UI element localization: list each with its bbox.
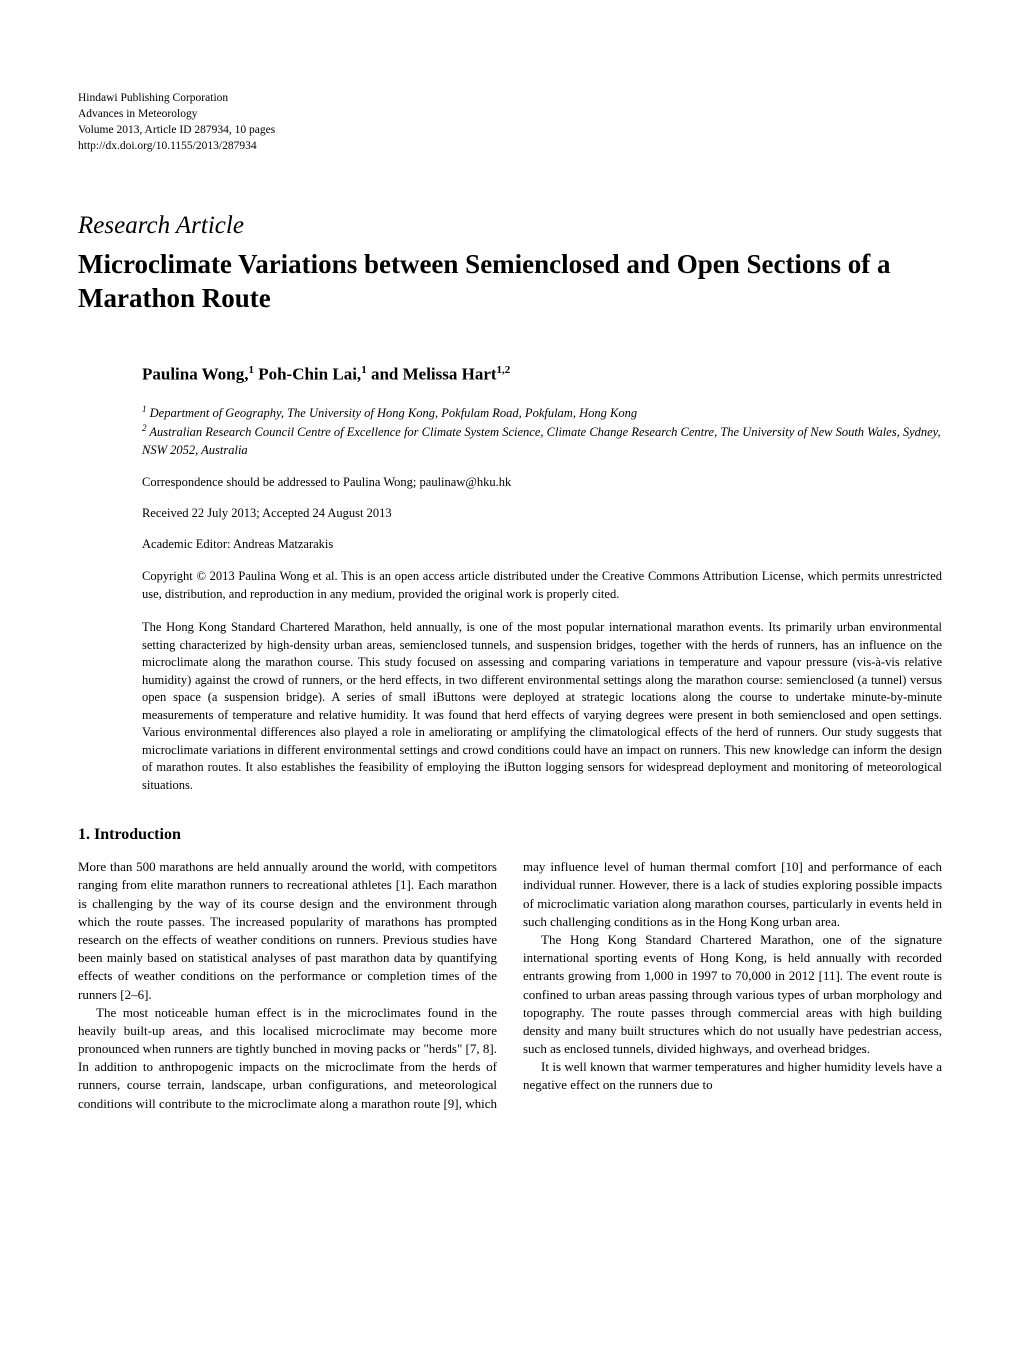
author-name: and Melissa Hart [367,365,497,384]
publisher-info: Hindawi Publishing Corporation Advances … [78,90,942,154]
article-type: Research Article [78,212,942,240]
author-name: Poh-Chin Lai, [254,365,361,384]
volume-info: Volume 2013, Article ID 287934, 10 pages [78,122,942,138]
doi-link[interactable]: http://dx.doi.org/10.1155/2013/287934 [78,138,942,154]
affiliation-text: Australian Research Council Centre of Ex… [142,425,941,457]
affiliations: 1 Department of Geography, The Universit… [78,403,942,460]
section-heading-introduction: 1. Introduction [78,826,942,844]
article-title: Microclimate Variations between Semiencl… [78,248,942,316]
journal-name: Advances in Meteorology [78,106,942,122]
paragraph: The Hong Kong Standard Chartered Maratho… [523,931,942,1058]
abstract: The Hong Kong Standard Chartered Maratho… [78,619,942,794]
paragraph: It is well known that warmer temperature… [523,1058,942,1094]
author-name: Paulina Wong, [142,365,248,384]
academic-editor: Academic Editor: Andreas Matzarakis [78,537,942,552]
copyright-notice: Copyright © 2013 Paulina Wong et al. Thi… [78,568,942,603]
authors: Paulina Wong,1 Poh-Chin Lai,1 and Meliss… [78,364,942,385]
body-text: More than 500 marathons are held annuall… [78,858,942,1113]
affiliation-line: 1 Department of Geography, The Universit… [142,403,942,422]
correspondence: Correspondence should be addressed to Pa… [78,475,942,490]
publisher-name: Hindawi Publishing Corporation [78,90,942,106]
paragraph: More than 500 marathons are held annuall… [78,858,497,1004]
author-affiliation-ref: 1,2 [497,364,511,376]
publication-dates: Received 22 July 2013; Accepted 24 Augus… [78,506,942,521]
affiliation-text: Department of Geography, The University … [147,406,638,420]
affiliation-line: 2 Australian Research Council Centre of … [142,422,942,459]
